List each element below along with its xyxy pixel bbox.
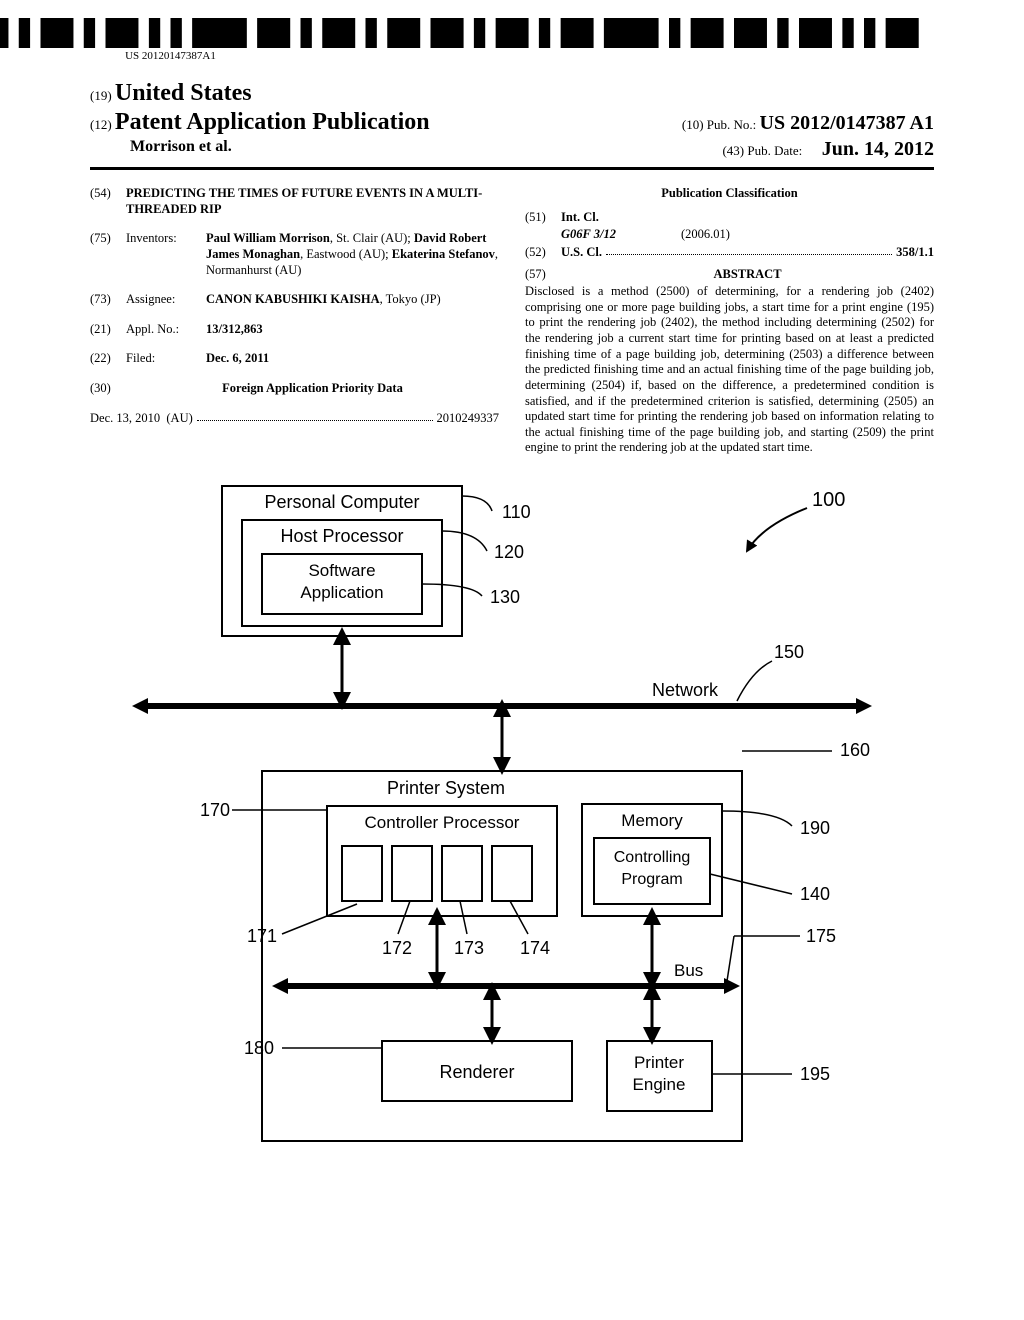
right-column: Publication Classification (51) Int. Cl.… — [525, 186, 934, 456]
l175: 175 — [806, 926, 836, 946]
engine-label: Engine — [633, 1075, 686, 1094]
l130: 130 — [490, 587, 520, 607]
printer-label: Printer — [634, 1053, 684, 1072]
n57: (57) — [525, 267, 561, 283]
n75: (75) — [90, 231, 126, 278]
pub-no-label: Pub. No.: — [707, 117, 756, 132]
n52: (52) — [525, 245, 561, 261]
abstract-text: Disclosed is a method (2500) of determin… — [525, 284, 934, 456]
l140: 140 — [800, 884, 830, 904]
l174: 174 — [520, 938, 550, 958]
n21: (21) — [90, 322, 126, 338]
pub-no: US 2012/0147387 A1 — [760, 112, 934, 134]
l173: 173 — [454, 938, 484, 958]
l190: 190 — [800, 818, 830, 838]
barcode-region: ▌█▌▌▌█▌▌██▌▌█▌▌▌▌█▌█▌▌▌█▌██▌▌█▌▌█▌▌▌██▌█… — [0, 18, 929, 62]
prefix-19: (19) — [90, 88, 112, 103]
n30: (30) — [90, 381, 126, 397]
foreign-country: (AU) — [166, 411, 192, 427]
inv1: Paul William Morrison — [206, 231, 330, 245]
filed-date: Dec. 6, 2011 — [206, 351, 269, 365]
abstract-label: ABSTRACT — [713, 267, 781, 281]
pub-date: Jun. 14, 2012 — [822, 138, 934, 160]
foreign-priority-row: Dec. 13, 2010 (AU) 2010249337 — [90, 411, 499, 427]
bus-label: Bus — [674, 961, 703, 980]
pub-type: Patent Application Publication — [115, 109, 430, 135]
l100: 100 — [812, 489, 845, 511]
leader-dots — [197, 411, 433, 421]
figure-diagram: Personal Computer Host Processor Softwar… — [90, 476, 934, 1166]
prefix-10: (10) — [682, 117, 704, 132]
appl-label: Appl. No.: — [126, 322, 206, 338]
memory-label: Memory — [621, 811, 683, 830]
uscl-label: U.S. Cl. — [561, 245, 602, 259]
filed-label: Filed: — [126, 351, 206, 367]
controller-label: Controller Processor — [365, 813, 520, 832]
l172: 172 — [382, 938, 412, 958]
controlling-label: Controlling — [614, 849, 690, 866]
printer-system-label: Printer System — [387, 778, 505, 798]
author-line: Morrison et al. — [90, 138, 232, 161]
foreign-date: Dec. 13, 2010 — [90, 411, 160, 427]
prefix-12: (12) — [90, 117, 112, 132]
barcode-graphic: ▌█▌▌▌█▌▌██▌▌█▌▌▌▌█▌█▌▌▌█▌██▌▌█▌▌█▌▌▌██▌█… — [0, 18, 929, 48]
inventors-list: Paul William Morrison, St. Clair (AU); D… — [206, 231, 499, 278]
l171: 171 — [247, 926, 277, 946]
biblio-columns: (54) PREDICTING THE TIMES OF FUTURE EVEN… — [90, 186, 934, 456]
renderer-label: Renderer — [439, 1062, 514, 1082]
document-header: (19) United States (12) Patent Applicati… — [90, 80, 934, 170]
n54: (54) — [90, 186, 126, 217]
pub-date-label: Pub. Date: — [747, 143, 802, 158]
invention-title: PREDICTING THE TIMES OF FUTURE EVENTS IN… — [126, 186, 499, 217]
pc-label: Personal Computer — [264, 492, 419, 512]
leader-dots-2 — [606, 245, 892, 255]
n73: (73) — [90, 292, 126, 308]
application-label: Application — [300, 583, 383, 602]
n22: (22) — [90, 351, 126, 367]
l150: 150 — [774, 642, 804, 662]
appl-no: 13/312,863 — [206, 322, 263, 336]
left-column: (54) PREDICTING THE TIMES OF FUTURE EVEN… — [90, 186, 499, 456]
software-label: Software — [308, 561, 375, 580]
l180: 180 — [244, 1038, 274, 1058]
l170: 170 — [200, 800, 230, 820]
l160: 160 — [840, 740, 870, 760]
host-label: Host Processor — [280, 526, 403, 546]
inv3: Ekaterina Stefanov — [392, 247, 495, 261]
intcl-code: G06F 3/12 — [561, 227, 616, 241]
intcl-label: Int. Cl. — [561, 210, 599, 224]
assignee-label: Assignee: — [126, 292, 206, 308]
l120: 120 — [494, 542, 524, 562]
classification-heading: Publication Classification — [525, 186, 934, 202]
l195: 195 — [800, 1064, 830, 1084]
assignee: CANON KABUSHIKI KAISHA, Tokyo (JP) — [206, 292, 499, 308]
barcode-text: US 20120147387A1 — [0, 50, 929, 62]
country: United States — [115, 80, 252, 106]
uscl-val: 358/1.1 — [896, 245, 934, 259]
foreign-heading: Foreign Application Priority Data — [222, 381, 403, 395]
n51: (51) — [525, 210, 561, 226]
prefix-43: (43) — [722, 143, 744, 158]
foreign-num: 2010249337 — [437, 411, 500, 427]
network-label: Network — [652, 680, 719, 700]
l110: 110 — [502, 502, 531, 522]
program-label: Program — [621, 871, 682, 888]
intcl-date: (2006.01) — [681, 227, 730, 243]
inventors-label: Inventors: — [126, 231, 206, 278]
